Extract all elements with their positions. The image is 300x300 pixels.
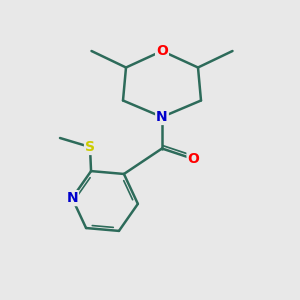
Text: O: O: [156, 44, 168, 58]
Text: N: N: [156, 110, 168, 124]
Text: N: N: [66, 191, 78, 205]
Text: O: O: [188, 152, 200, 166]
Text: S: S: [85, 140, 95, 154]
